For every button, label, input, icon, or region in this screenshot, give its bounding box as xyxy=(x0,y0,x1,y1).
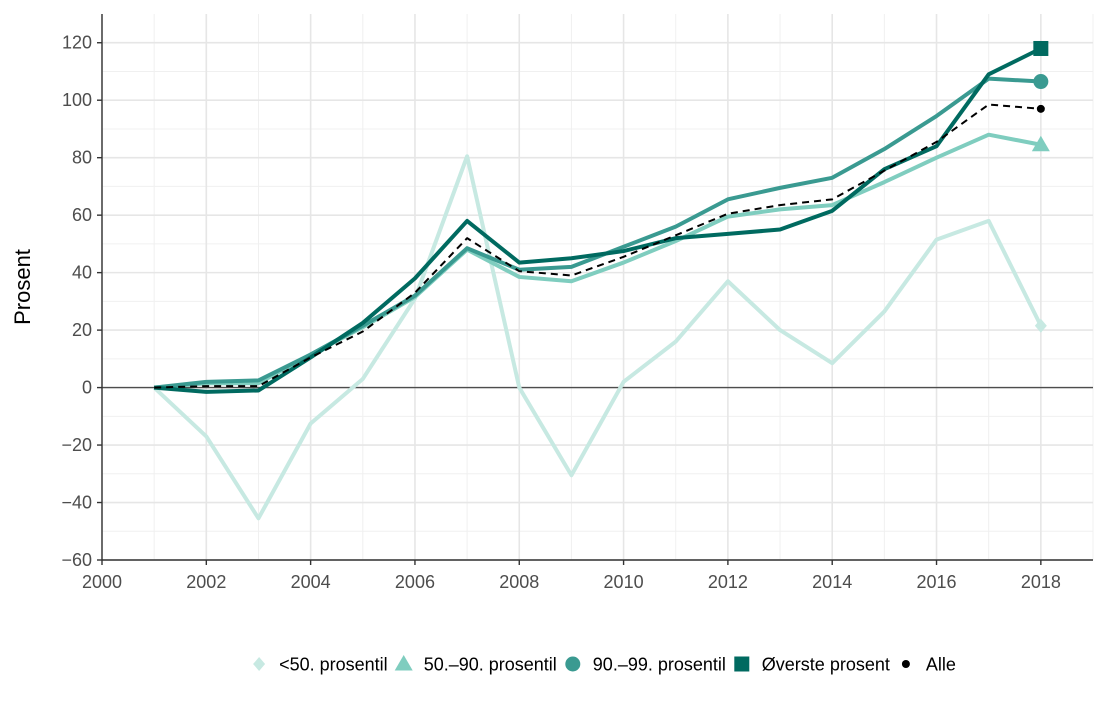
y-tick-label: 20 xyxy=(72,320,92,340)
legend-key xyxy=(901,660,910,668)
y-tick-label: 40 xyxy=(72,263,92,283)
legend-key xyxy=(394,655,413,671)
series-end-marker xyxy=(1033,74,1049,90)
x-tick-label: 2010 xyxy=(604,572,644,592)
axes xyxy=(97,14,1093,565)
x-tick-labels: 2000 2002 2004 2006 2008 2010 2012 2014 2016 2018 xyxy=(82,572,1061,592)
legend-item: 90.–99. prosentil xyxy=(565,655,726,675)
series-line xyxy=(154,103,1041,389)
series-line xyxy=(153,76,1041,390)
series-line xyxy=(152,154,1043,521)
grid xyxy=(101,14,1094,561)
legend-item: 50.–90. prosentil xyxy=(394,655,557,675)
x-tick-label: 2002 xyxy=(186,572,226,592)
series-end-marker xyxy=(1034,318,1047,333)
y-tick-label: −40 xyxy=(61,493,92,513)
y-tick-labels: −60 −40 −20 0 20 40 60 80 100 120 xyxy=(61,33,92,570)
series-end-marker xyxy=(1036,104,1045,113)
x-tick-label: 2006 xyxy=(395,572,435,592)
y-tick-label: −20 xyxy=(61,435,92,455)
y-axis-title: Prosent xyxy=(10,249,35,325)
legend-key xyxy=(734,656,750,672)
y-tick-label: 0 xyxy=(82,378,92,398)
y-tick-label: −60 xyxy=(61,550,92,570)
x-tick-label: 2008 xyxy=(499,572,539,592)
legend-item: Alle xyxy=(901,655,956,675)
series-end-marker xyxy=(1031,135,1050,152)
legend-label: <50. prosentil xyxy=(279,655,388,675)
legend-label: 50.–90. prosentil xyxy=(424,655,557,675)
x-tick-label: 2004 xyxy=(291,572,331,592)
x-tick-label: 2014 xyxy=(812,572,852,592)
legend-label: 90.–99. prosentil xyxy=(593,655,726,675)
series-end-marker xyxy=(1033,40,1049,56)
legend-key xyxy=(253,657,266,671)
y-tick-label: 100 xyxy=(62,90,92,110)
series-line xyxy=(153,132,1042,390)
x-tick-label: 2000 xyxy=(82,572,122,592)
y-tick-label: 120 xyxy=(62,33,92,53)
y-tick-label: 80 xyxy=(72,148,92,168)
series-end-markers xyxy=(1031,40,1050,333)
legend-label: Alle xyxy=(926,655,956,675)
legend-item: Øverste prosent xyxy=(734,655,890,675)
x-tick-label: 2016 xyxy=(917,572,957,592)
series-lines xyxy=(152,46,1043,521)
legend-key xyxy=(565,656,581,672)
legend-label: Øverste prosent xyxy=(762,655,890,675)
legend-item: <50. prosentil xyxy=(253,655,388,675)
x-tick-label: 2018 xyxy=(1021,572,1061,592)
x-tick-label: 2012 xyxy=(708,572,748,592)
legend: <50. prosentil 50.–90. prosentil 90.–99. p… xyxy=(253,655,956,675)
y-tick-label: 60 xyxy=(72,205,92,225)
